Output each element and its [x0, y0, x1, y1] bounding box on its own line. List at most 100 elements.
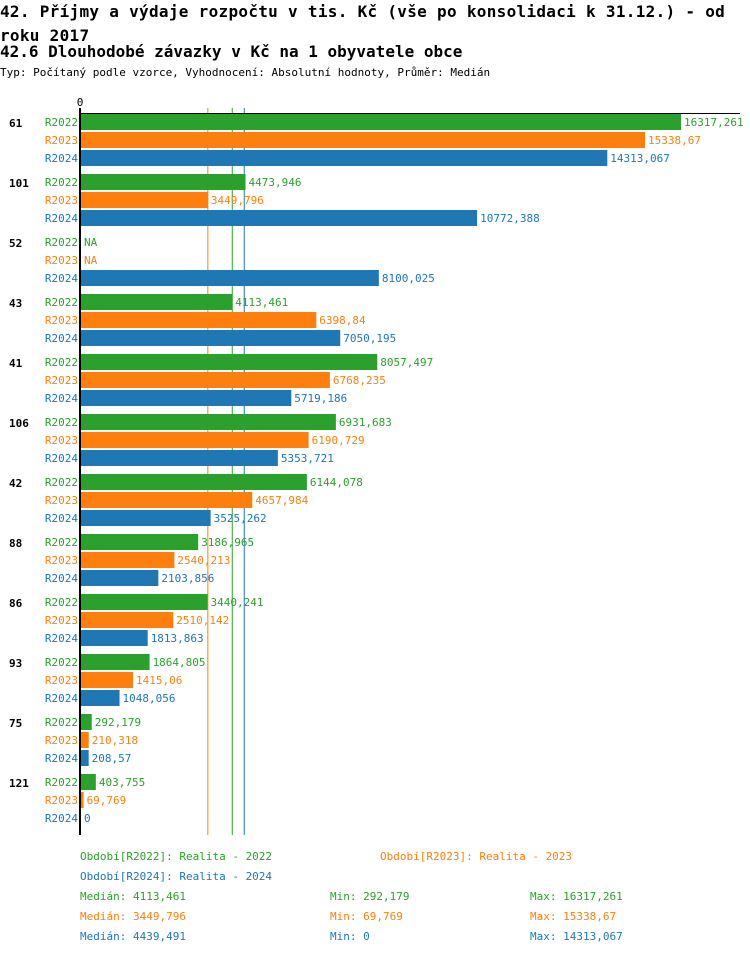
page-title: 42. Příjmy a výdaje rozpočtu v tis. Kč (…	[0, 2, 726, 45]
series-label: R2022	[45, 176, 78, 189]
series-label: R2023	[45, 314, 78, 327]
data-label: 14313,067	[610, 152, 670, 165]
bar-R2023	[81, 492, 253, 508]
bar-R2023	[81, 552, 175, 568]
series-label: R2023	[45, 554, 78, 567]
legend-period-r2024: Období[R2024]: Realita - 2024	[80, 870, 273, 883]
series-label: R2024	[45, 512, 78, 525]
data-label: 3525,262	[214, 512, 267, 525]
series-label: R2023	[45, 614, 78, 627]
category-label: 61	[9, 117, 23, 130]
data-label: 1415,06	[136, 674, 182, 687]
bar-R2023	[81, 372, 330, 388]
median-r2022: Medián: 4113,461	[80, 890, 186, 903]
x-tick-label: 0	[77, 96, 84, 109]
series-label: R2024	[45, 572, 78, 585]
bar-R2022	[81, 474, 307, 490]
data-label: NA	[84, 254, 98, 267]
data-label: 292,179	[95, 716, 141, 729]
data-label: 6931,683	[339, 416, 392, 429]
bar-R2022	[81, 654, 150, 670]
data-label: 3186,965	[201, 536, 254, 549]
category-label: 43	[9, 297, 22, 310]
series-label: R2024	[45, 212, 78, 225]
category-label: 86	[9, 597, 23, 610]
bar-R2024	[81, 630, 148, 646]
bar-R2023	[81, 732, 89, 748]
category-label: 106	[9, 417, 29, 430]
category-label: 75	[9, 717, 22, 730]
series-label: R2024	[45, 452, 78, 465]
bar-R2023	[81, 612, 174, 628]
series-label: R2023	[45, 134, 78, 147]
data-label: 6144,078	[310, 476, 363, 489]
median-r2023: Medián: 3449,796	[80, 910, 186, 923]
series-label: R2023	[45, 194, 78, 207]
data-label: 1048,056	[123, 692, 176, 705]
series-label: R2022	[45, 716, 78, 729]
series-label: R2023	[45, 674, 78, 687]
chart-info: Typ: Počítaný podle vzorce, Vyhodnocení:…	[0, 66, 491, 79]
bar-R2024	[81, 330, 341, 346]
data-label: 210,318	[92, 734, 138, 747]
series-label: R2023	[45, 374, 78, 387]
bar-R2023	[81, 312, 317, 328]
legend-period-r2022: Období[R2022]: Realita - 2022	[80, 850, 273, 863]
series-label: R2024	[45, 752, 78, 765]
bar-R2023	[81, 432, 309, 448]
min-r2023: Min: 69,769	[330, 910, 403, 923]
series-label: R2024	[45, 692, 78, 705]
data-label: 6398,84	[319, 314, 366, 327]
category-label: 101	[9, 177, 29, 190]
bar-R2024	[81, 150, 608, 166]
data-label: 2540,213	[177, 554, 230, 567]
bar-R2022	[81, 534, 199, 550]
max-r2024: Max: 14313,067	[530, 930, 623, 943]
bar-R2024	[81, 510, 211, 526]
series-label: R2024	[45, 392, 78, 405]
data-label: 0	[84, 812, 91, 825]
category-label: 88	[9, 537, 22, 550]
data-label: 208,57	[92, 752, 132, 765]
category-label: 42	[9, 477, 22, 490]
min-r2024: Min: 0	[330, 930, 370, 943]
bar-R2022	[81, 174, 246, 190]
bar-R2022	[81, 414, 336, 430]
category-label: 41	[9, 357, 23, 370]
series-label: R2024	[45, 332, 78, 345]
data-label: 8100,025	[382, 272, 435, 285]
series-label: R2022	[45, 776, 78, 789]
series-label: R2022	[45, 116, 78, 129]
data-label: 1864,805	[153, 656, 206, 669]
series-label: R2023	[45, 794, 78, 807]
category-label: 52	[9, 237, 22, 250]
data-label: 7050,195	[343, 332, 396, 345]
series-label: R2022	[45, 476, 78, 489]
bar-R2024	[81, 570, 159, 586]
data-label: 2510,142	[176, 614, 229, 627]
data-label: 5719,186	[294, 392, 347, 405]
series-label: R2024	[45, 272, 78, 285]
category-label: 121	[9, 777, 29, 790]
data-label: 16317,261	[684, 116, 744, 129]
data-label: 1813,863	[151, 632, 204, 645]
data-label: 4473,946	[249, 176, 302, 189]
series-label: R2024	[45, 812, 78, 825]
bar-R2024	[81, 690, 120, 706]
median-r2024: Medián: 4439,491	[80, 930, 186, 943]
bar-R2022	[81, 774, 96, 790]
bar-R2022	[81, 714, 92, 730]
series-label: R2023	[45, 494, 78, 507]
legend-period-r2023: Období[R2023]: Realita - 2023	[380, 850, 573, 863]
series-label: R2024	[45, 152, 78, 165]
series-label: R2023	[45, 434, 78, 447]
bar-R2024	[81, 210, 478, 226]
series-label: R2022	[45, 356, 78, 369]
max-r2022: Max: 16317,261	[530, 890, 623, 903]
series-label: R2023	[45, 254, 78, 267]
data-label: 69,769	[87, 794, 127, 807]
data-label: 8057,497	[380, 356, 433, 369]
data-label: 6768,235	[333, 374, 386, 387]
data-label: 10772,388	[480, 212, 540, 225]
